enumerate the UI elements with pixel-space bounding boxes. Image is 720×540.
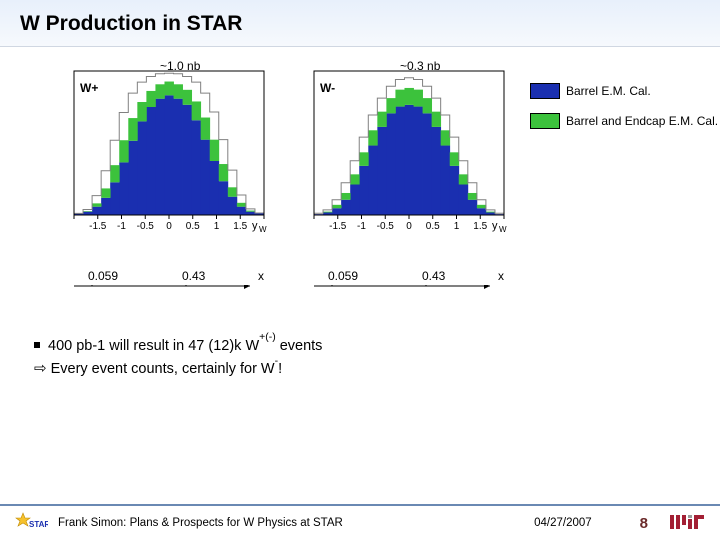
wplus-x2-t1: 0.059 [88,269,118,283]
bullet-icon [34,342,40,348]
wplus-x2-label: x [258,269,264,283]
legend-row-barrel: Barrel E.M. Cal. [530,83,718,99]
title-bar: W Production in STAR [0,0,720,47]
mit-logo-icon [670,513,706,534]
bullet-2-text: Every event counts, certainly for W-! [51,357,283,380]
svg-text:0: 0 [406,221,412,232]
svg-text:-1.5: -1.5 [329,221,347,232]
wminus-chart: W- ~0.3 nb -1.5-1-0.500.511.5CountsyW 0.… [300,61,510,241]
svg-text:1.5: 1.5 [233,221,247,232]
svg-text:-1: -1 [117,221,126,232]
page-number: 8 [640,515,648,532]
wminus-x2-t1: 0.059 [328,269,358,283]
svg-text:-0.5: -0.5 [137,221,155,232]
legend: Barrel E.M. Cal. Barrel and Endcap E.M. … [530,83,718,143]
wminus-label: W- [320,81,335,95]
wminus-x2-label: x [498,269,504,283]
wminus-x2-t2: 0.43 [422,269,445,283]
svg-text:-0.5: -0.5 [377,221,395,232]
wplus-x2-t2: 0.43 [182,269,205,283]
svg-text:y: y [252,220,258,232]
footer-date: 04/27/2007 [534,517,592,529]
svg-text:W: W [499,225,507,234]
legend-row-both: Barrel and Endcap E.M. Cal. [530,113,718,129]
svg-text:1: 1 [214,221,220,232]
svg-text:0: 0 [166,221,172,232]
legend-label-barrel: Barrel E.M. Cal. [566,84,651,98]
chart-area: W+ ~1.0 nb -1.5-1-0.500.511.5CountsyW 0.… [0,61,720,291]
svg-text:-1: -1 [357,221,366,232]
legend-swatch-both [530,113,560,129]
wplus-chart: W+ ~1.0 nb -1.5-1-0.500.511.5CountsyW 0.… [60,61,270,241]
legend-swatch-barrel [530,83,560,99]
bullet-1: 400 pb-1 will result in 47 (12)k W+(-) e… [34,334,322,357]
bullet-2: ⇨ Every event counts, certainly for W-! [34,357,322,380]
footer: STAR Frank Simon: Plans & Prospects for … [0,504,720,540]
svg-text:W: W [259,225,267,234]
star-logo-icon: STAR [14,511,48,536]
footer-text: Frank Simon: Plans & Prospects for W Phy… [58,517,343,529]
slide-title: W Production in STAR [20,12,700,36]
legend-label-both: Barrel and Endcap E.M. Cal. [566,114,718,128]
wplus-cross-section: ~1.0 nb [160,59,200,73]
svg-text:-1.5: -1.5 [89,221,107,232]
svg-text:y: y [492,220,498,232]
bullets: 400 pb-1 will result in 47 (12)k W+(-) e… [34,334,322,381]
bullet-1-text: 400 pb-1 will result in 47 (12)k W+(-) e… [48,334,322,357]
svg-text:1.5: 1.5 [473,221,487,232]
wplus-label: W+ [80,81,98,95]
svg-text:0.5: 0.5 [426,221,440,232]
arrow-icon: ⇨ [34,357,47,380]
svg-text:0.5: 0.5 [186,221,200,232]
svg-text:1: 1 [454,221,460,232]
svg-text:STAR: STAR [29,520,48,529]
wminus-cross-section: ~0.3 nb [400,59,440,73]
